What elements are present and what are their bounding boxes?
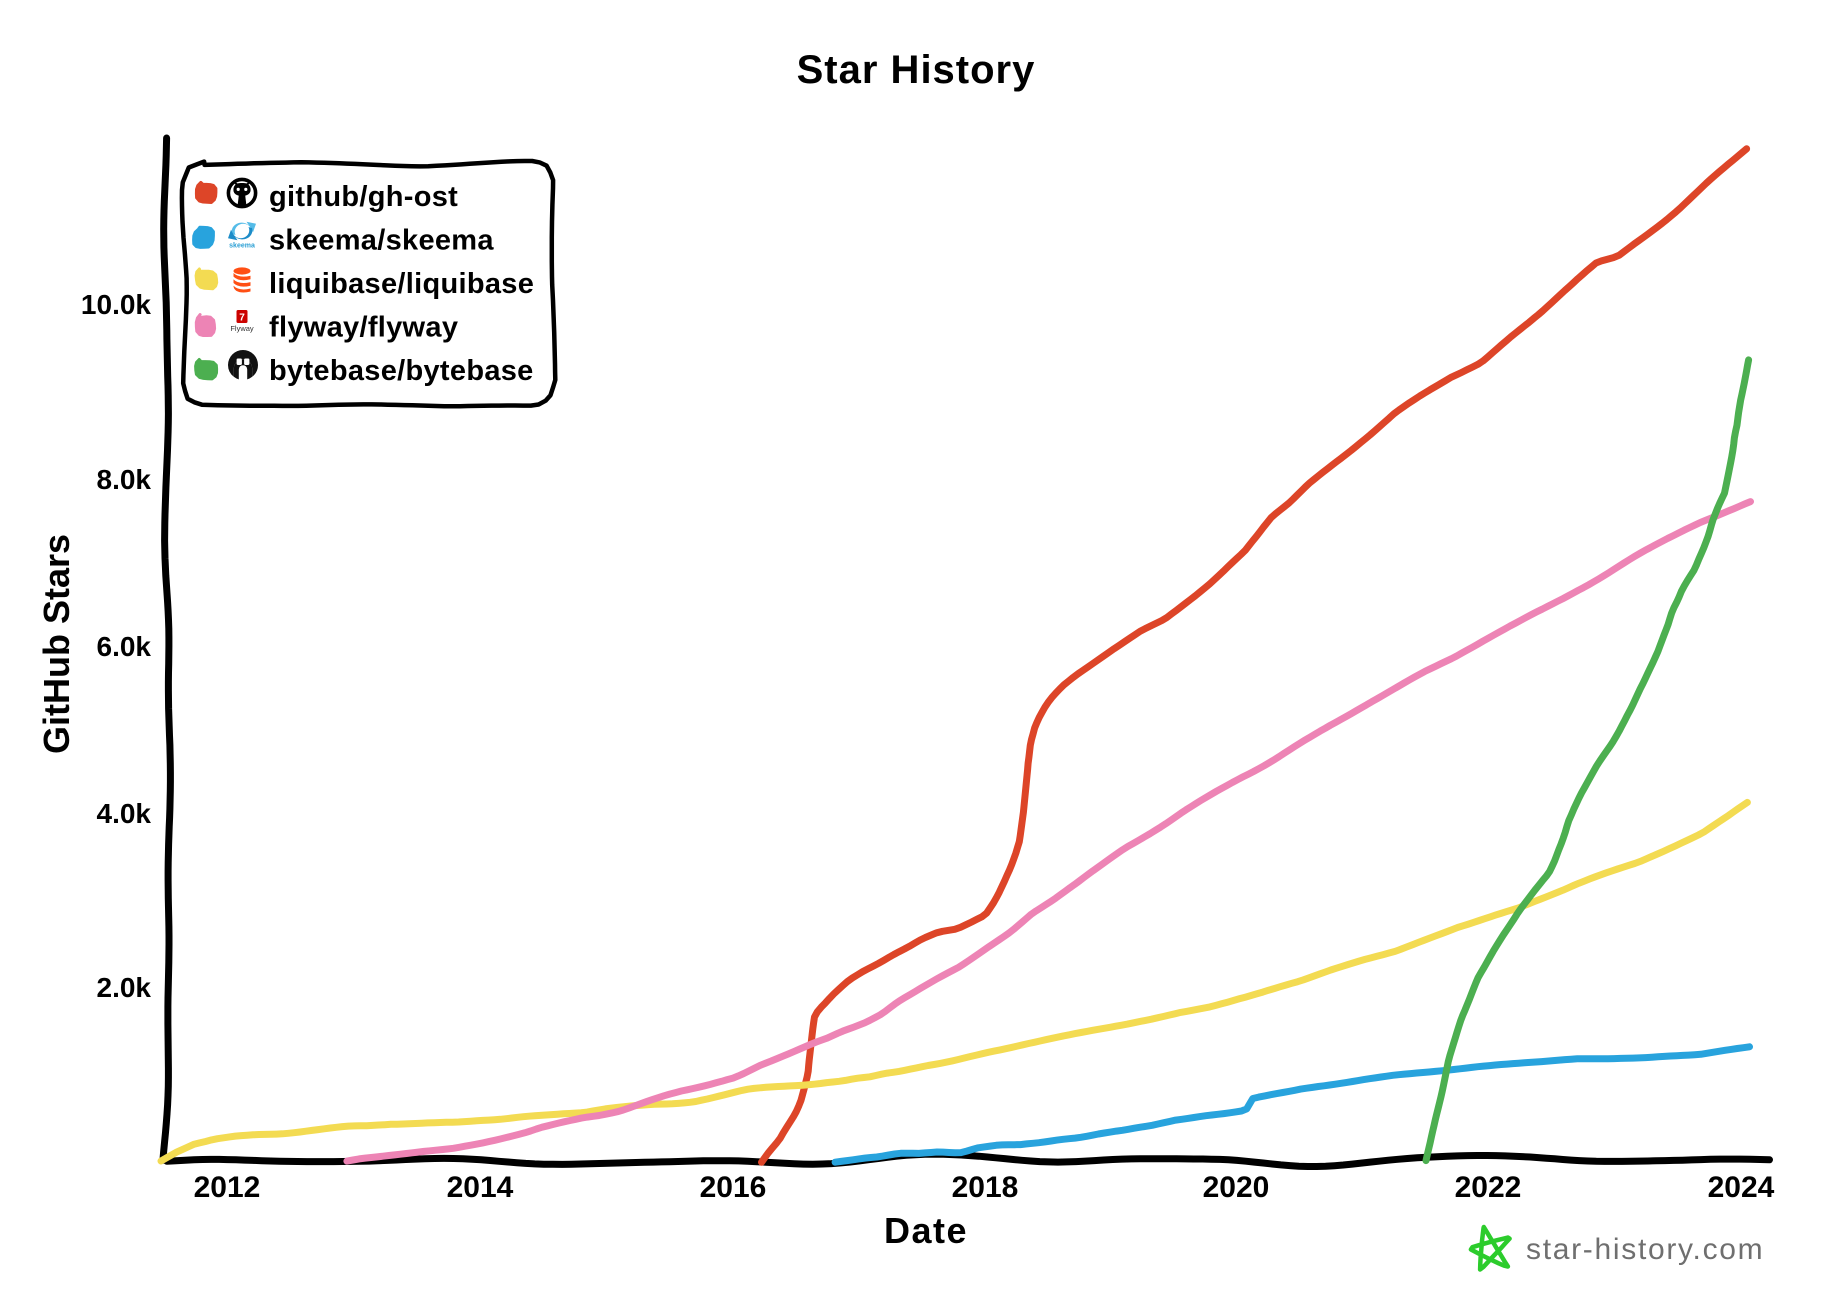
svg-text:4.0k: 4.0k [97, 798, 152, 829]
svg-text:star-history.com: star-history.com [1526, 1233, 1764, 1266]
svg-text:2.0k: 2.0k [97, 972, 152, 1003]
svg-text:8.0k: 8.0k [97, 464, 152, 495]
svg-text:2020: 2020 [1203, 1171, 1270, 1204]
svg-text:2018: 2018 [952, 1171, 1019, 1204]
svg-text:2022: 2022 [1455, 1171, 1522, 1204]
svg-text:Date: Date [884, 1210, 968, 1251]
svg-text:2016: 2016 [700, 1171, 767, 1204]
svg-text:Star History: Star History [797, 48, 1036, 92]
svg-text:flyway/flyway: flyway/flyway [269, 312, 458, 344]
svg-text:skeema: skeema [229, 243, 255, 250]
svg-text:2014: 2014 [447, 1171, 514, 1204]
svg-text:skeema/skeema: skeema/skeema [269, 225, 494, 257]
svg-text:Flyway: Flyway [230, 324, 254, 333]
svg-text:2024: 2024 [1708, 1171, 1775, 1204]
svg-text:2012: 2012 [194, 1171, 261, 1204]
svg-text:github/gh-ost: github/gh-ost [269, 181, 458, 213]
svg-text:6.0k: 6.0k [97, 631, 152, 662]
svg-text:bytebase/bytebase: bytebase/bytebase [269, 355, 534, 387]
svg-text:7: 7 [239, 313, 245, 324]
svg-text:10.0k: 10.0k [81, 289, 151, 320]
svg-text:liquibase/liquibase: liquibase/liquibase [269, 268, 534, 300]
svg-text:GitHub Stars: GitHub Stars [36, 534, 77, 754]
